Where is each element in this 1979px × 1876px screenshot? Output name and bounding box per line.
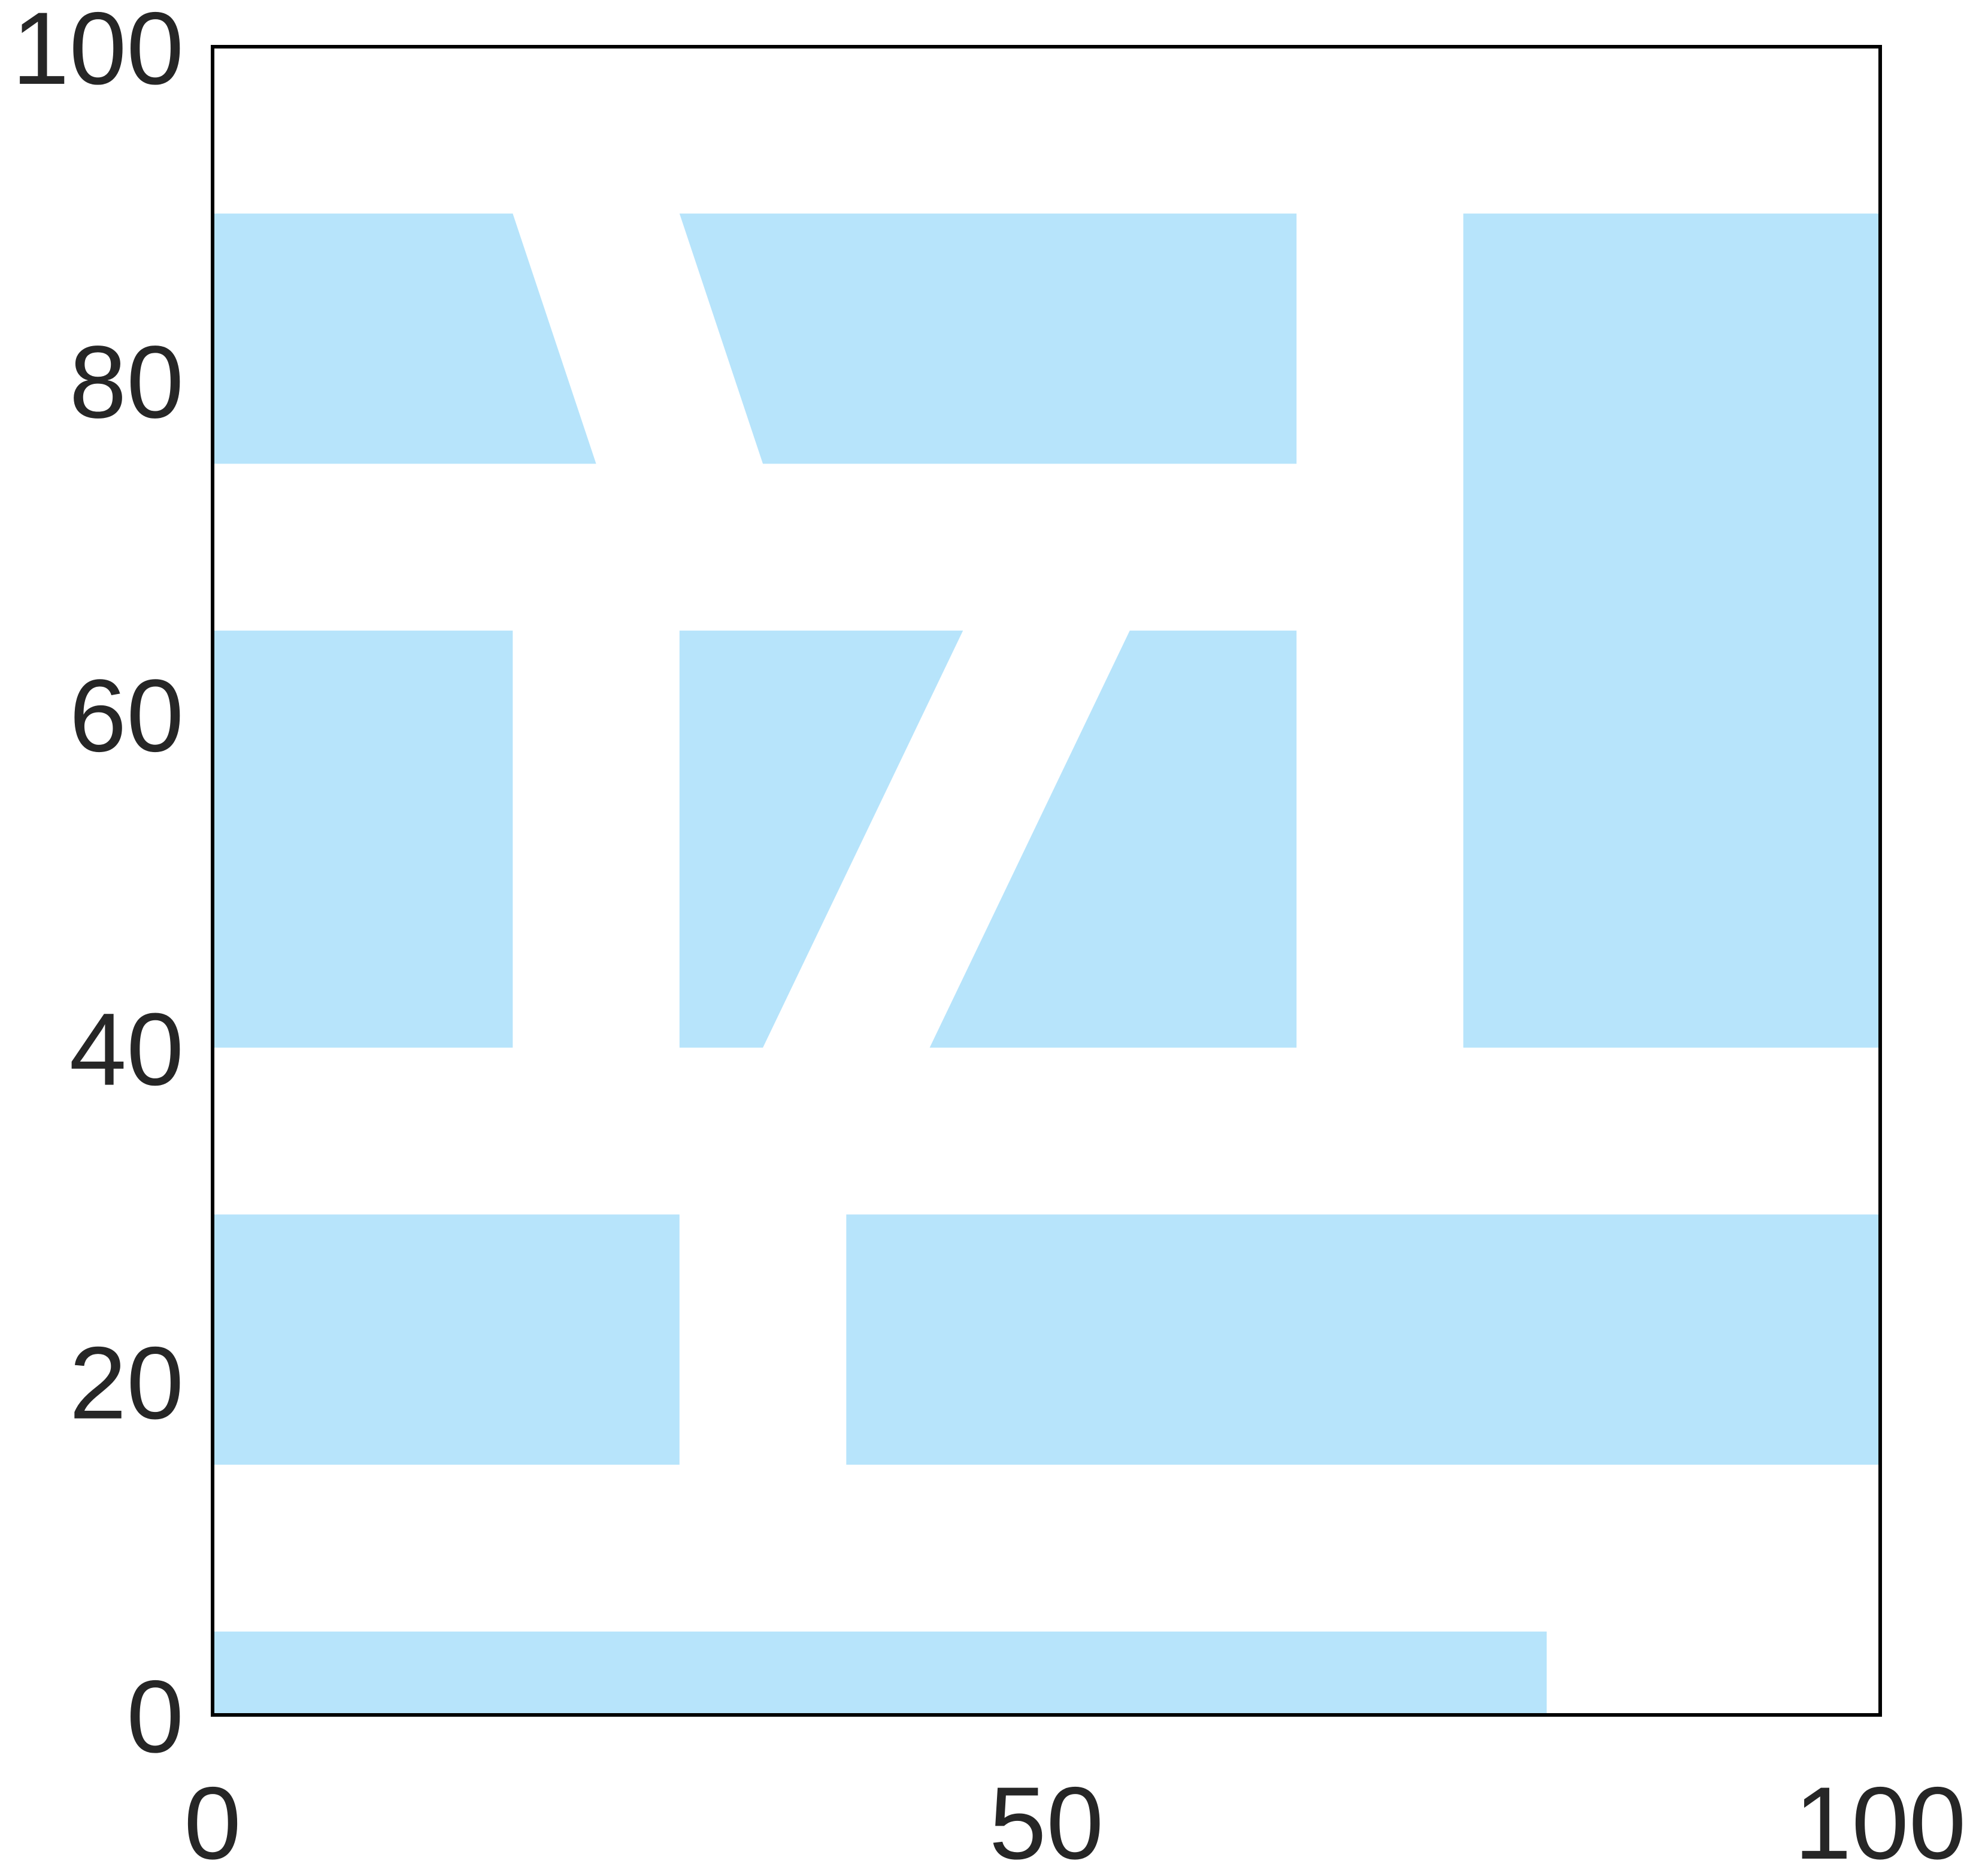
y-tick-label: 100	[12, 0, 184, 106]
region-9	[213, 1631, 1547, 1715]
y-tick-label: 40	[69, 992, 184, 1107]
region-7	[213, 1214, 680, 1465]
region-1	[213, 213, 596, 464]
region-6	[929, 631, 1297, 1048]
region-5	[679, 631, 963, 1048]
y-axis-ticks: 0 20 40 60 80 100	[12, 0, 184, 1774]
x-tick-label: 100	[1795, 1766, 1966, 1876]
plot-frame	[211, 45, 1882, 1717]
region-layer	[213, 213, 1880, 1715]
x-tick-label: 0	[184, 1766, 241, 1876]
region-8	[846, 1214, 1880, 1465]
region-2	[679, 213, 1297, 464]
y-tick-label: 80	[69, 325, 184, 440]
x-tick-label: 50	[989, 1766, 1104, 1876]
y-tick-label: 20	[69, 1326, 184, 1441]
x-axis-ticks: 0 50 100	[184, 1766, 1966, 1876]
region-4	[213, 631, 513, 1048]
y-tick-label: 0	[126, 1659, 184, 1774]
y-tick-label: 60	[69, 658, 184, 773]
region-3	[1463, 213, 1880, 1048]
